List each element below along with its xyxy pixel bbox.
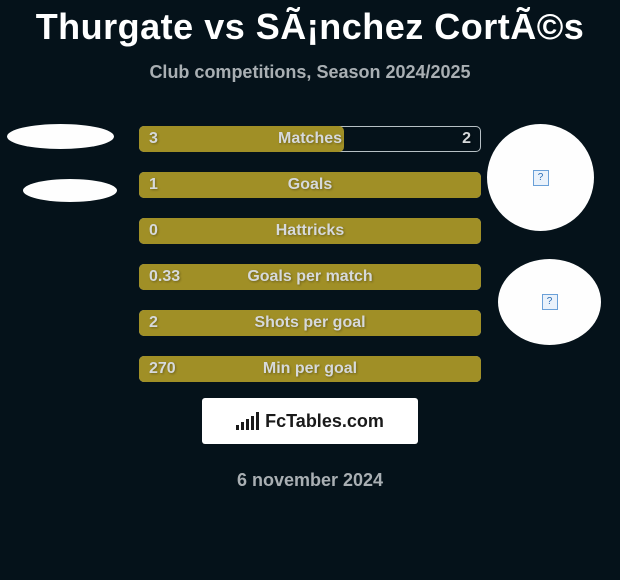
stat-label: Shots per goal [139, 310, 481, 336]
logo-bars-icon [236, 412, 259, 430]
stat-row: 270Min per goal [139, 356, 481, 382]
image-placeholder-icon: ? [533, 170, 549, 186]
stats-container: 32Matches 1Goals 0Hattricks 0.33Goals per m… [139, 126, 481, 402]
avatar-right-1: ? [498, 259, 601, 345]
logo-text: FcTables.com [265, 411, 384, 432]
stat-row: 0Hattricks [139, 218, 481, 244]
logo-bar-segment [256, 412, 259, 430]
avatar-left-0 [7, 124, 114, 149]
stat-row: 2Shots per goal [139, 310, 481, 336]
page-title: Thurgate vs SÃ¡nchez CortÃ©s [0, 0, 620, 48]
stat-row: 0.33Goals per match [139, 264, 481, 290]
page-date: 6 november 2024 [0, 470, 620, 491]
avatar-right-0: ? [487, 124, 594, 231]
logo-bar-segment [241, 422, 244, 430]
page-root: Thurgate vs SÃ¡nchez CortÃ©s Club compet… [0, 0, 620, 580]
image-placeholder-icon: ? [542, 294, 558, 310]
page-subtitle: Club competitions, Season 2024/2025 [0, 62, 620, 83]
stat-label: Goals [139, 172, 481, 198]
stat-label: Goals per match [139, 264, 481, 290]
logo-bar-segment [236, 425, 239, 430]
stat-label: Min per goal [139, 356, 481, 382]
stat-label: Matches [139, 126, 481, 152]
stat-row: 32Matches [139, 126, 481, 152]
stat-row: 1Goals [139, 172, 481, 198]
logo-bar-segment [246, 419, 249, 430]
fctables-logo: FcTables.com [202, 398, 418, 444]
logo-bar-segment [251, 416, 254, 430]
stat-label: Hattricks [139, 218, 481, 244]
avatar-left-1 [23, 179, 117, 202]
